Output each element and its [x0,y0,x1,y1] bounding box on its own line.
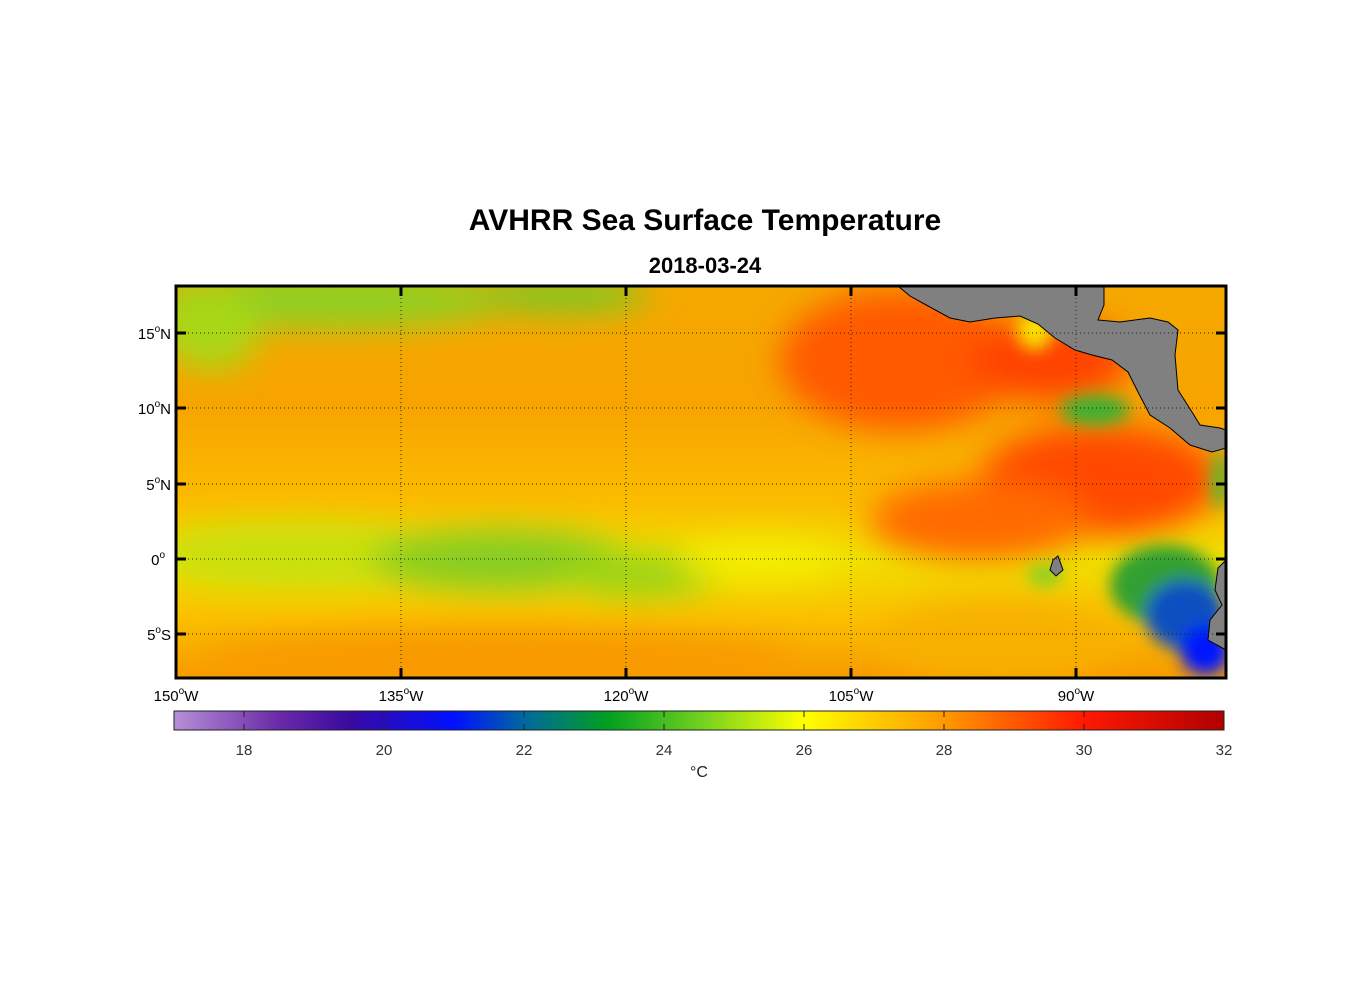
map-title: AVHRR Sea Surface Temperature [468,204,942,237]
lat-label-5s: 5oS [147,625,171,644]
lat-label-15n: 15oN [138,324,171,343]
colorbar-tick-label: 32 [1216,742,1233,759]
colorbar-tick-label: 18 [236,742,253,759]
lon-label-120w: 120oW [604,686,650,705]
lon-label-135w: 135oW [379,686,425,705]
lat-label-0: 0o [151,550,165,569]
lon-label-105w: 105oW [829,686,875,705]
map-subtitle: 2018-03-24 [648,253,762,278]
map-grid [176,286,1226,678]
map-ticks [176,286,1226,678]
sst-field [176,286,1226,678]
map-frame [174,284,1228,680]
colorbar-unit: °C [690,764,708,781]
colorbar-tick-label: 28 [936,742,953,759]
land-mass [897,286,1226,651]
colorbar-tick-label: 24 [656,742,673,759]
colorbar-bar [173,710,1225,731]
lat-label-5n: 5oN [146,475,171,494]
lon-label-90w: 90oW [1058,686,1095,705]
colorbar-tick-label: 26 [796,742,813,759]
lon-label-150w: 150oW [154,686,200,705]
colorbar-tick-label: 30 [1076,742,1093,759]
colorbar-tick-label: 20 [376,742,393,759]
colorbar-ticks: 18 20 22 24 26 28 30 32 [236,711,1233,759]
lat-label-10n: 10oN [138,399,171,418]
colorbar-tick-label: 22 [516,742,533,759]
colorbar: 18 20 22 24 26 28 30 32 [173,710,1233,759]
